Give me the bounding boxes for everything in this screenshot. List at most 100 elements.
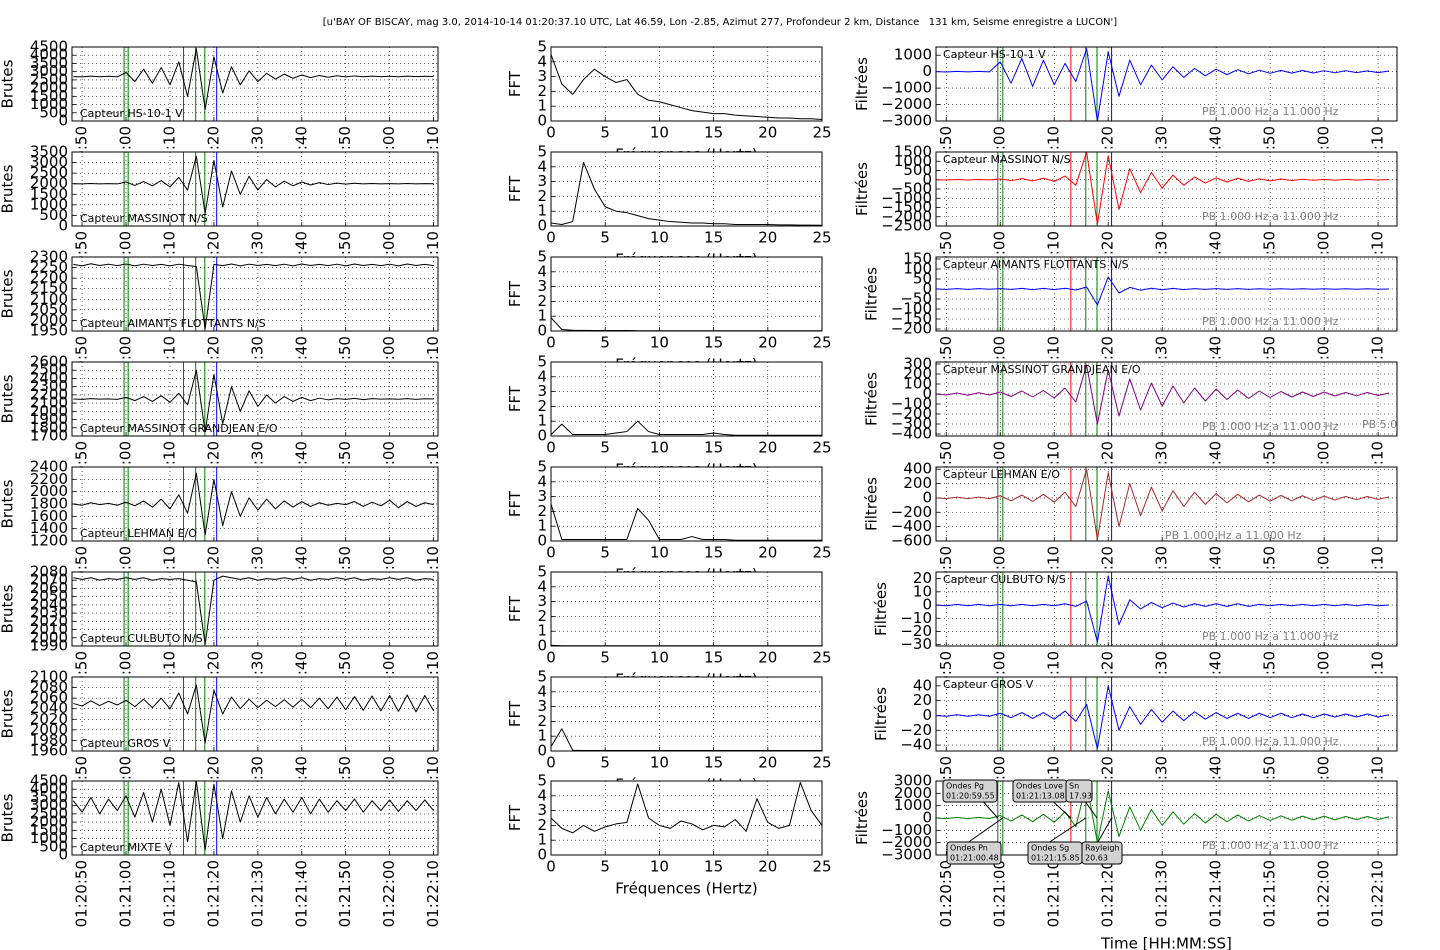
y-tick-label: −200	[891, 503, 932, 521]
y-axis-label: FFT	[506, 175, 524, 202]
x-tick-label: 5	[600, 858, 610, 876]
y-tick-label: 5	[537, 458, 547, 476]
y-tick-label: 2400	[30, 458, 68, 476]
annotation-arrow	[1049, 817, 1087, 843]
y-tick-label: 2200	[30, 470, 68, 488]
y-tick-label: 5	[537, 248, 547, 266]
x-tick-label: 0	[546, 544, 556, 562]
annotation-time: 20.63	[1085, 854, 1108, 863]
trace	[551, 420, 822, 436]
y-tick-label: −300	[891, 415, 932, 433]
annotation-time: 17.93	[1069, 792, 1092, 801]
sensor-label: Capteur LEHMAN E/O	[80, 527, 197, 540]
x-tick-label: 5	[600, 754, 610, 772]
x-tick-label: 0	[546, 858, 556, 876]
y-tick-label: 1000	[30, 195, 68, 213]
y-axis-label: Filtrées	[853, 162, 871, 216]
trace	[936, 152, 1389, 225]
x-tick-label: 15	[704, 544, 723, 562]
y-tick-label: −20	[900, 622, 932, 640]
trace	[936, 782, 1390, 844]
axes-frame	[71, 676, 439, 752]
trace	[936, 48, 1389, 121]
axes-frame	[550, 361, 823, 437]
y-tick-label: 1000	[894, 796, 932, 814]
y-tick-label: 4000	[30, 780, 68, 798]
y-tick-label: 1000	[30, 829, 68, 847]
annotation-name: Ondes Pn	[950, 844, 988, 853]
y-tick-label: 2400	[30, 369, 68, 387]
y-tick-label: −10	[900, 609, 932, 627]
y-tick-label: 3	[537, 487, 547, 505]
y-axis-label: FFT	[506, 385, 524, 412]
sensor-label: Capteur CULBUTO N/S	[80, 632, 203, 645]
y-tick-label: −50	[900, 290, 932, 308]
x-tick-label: 20	[758, 649, 777, 667]
x-tick-label: 10	[650, 229, 669, 247]
filter-label: PB 1.000 Hz a 11.000 Hz	[1202, 315, 1339, 328]
x-tick-label: 01:21:20	[204, 860, 222, 927]
plot-background	[72, 257, 438, 331]
y-tick-label: 4	[537, 577, 547, 595]
y-axis-label: Filtrées	[872, 687, 890, 741]
trace	[551, 54, 822, 121]
y-tick-label: 50	[913, 270, 932, 288]
y-tick-label: 2	[537, 816, 547, 834]
annotation-arrow	[1085, 801, 1098, 819]
y-tick-label: 1400	[30, 519, 68, 537]
y-tick-label: −2000	[881, 95, 932, 113]
y-tick-label: 2000	[894, 784, 932, 802]
trace	[936, 276, 1389, 306]
filter-label: PB 1.000 Hz a 11.000 Hz	[1202, 735, 1339, 748]
y-axis-label: FFT	[506, 70, 524, 97]
x-tick-label: 01:21:50	[336, 860, 354, 927]
annotation-name: Sn	[1069, 782, 1079, 791]
sensor-label: Capteur HS-10-1 V	[943, 48, 1046, 61]
y-tick-label: 2000	[30, 813, 68, 831]
x-tick-label: 20	[758, 229, 777, 247]
y-tick-label: 2000	[30, 311, 68, 329]
y-tick-label: 2000	[30, 482, 68, 500]
y-tick-label: 1500	[30, 87, 68, 105]
y-tick-label: 2010	[30, 620, 68, 638]
y-tick-label: 500	[39, 103, 68, 121]
y-tick-label: 3500	[30, 788, 68, 806]
y-axis-label: Filtrées	[863, 267, 881, 321]
x-tick-label: 20	[758, 439, 777, 457]
filter-label: PB 1.000 Hz a 11.000 Hz	[1202, 839, 1339, 852]
annotation-name: Ondes Sg	[1031, 844, 1069, 853]
annotation-arrow	[983, 801, 999, 819]
y-tick-label: 0	[58, 846, 68, 864]
y-tick-label: 3	[537, 382, 547, 400]
annotation-time: 01:20:59.55	[946, 792, 995, 801]
axes-frame	[935, 466, 1398, 542]
y-tick-label: 4	[537, 472, 547, 490]
sensor-label: Capteur MASSINOT N/S	[943, 153, 1071, 166]
y-tick-label: 2070	[30, 571, 68, 589]
y-tick-label: 0	[537, 637, 547, 655]
sensor-label: Capteur LEHMAN E/O	[943, 468, 1060, 481]
y-axis-label: FFT	[506, 490, 524, 517]
y-tick-label: 1	[537, 307, 547, 325]
y-tick-label: 500	[39, 837, 68, 855]
plot-background	[936, 47, 1397, 121]
filter-label: PB 1.000 Hz a 11.000 Hz	[1202, 210, 1339, 223]
annotation-time: 01:21:13.08	[1016, 792, 1065, 801]
y-axis-label: FFT	[506, 595, 524, 622]
y-tick-label: 2	[537, 607, 547, 625]
y-axis-label: Brutes	[0, 584, 17, 633]
plot-background	[72, 572, 438, 646]
y-tick-label: 1500	[894, 143, 932, 161]
plot-background	[551, 47, 822, 121]
x-tick-label: 5	[600, 649, 610, 667]
y-tick-label: 4	[537, 52, 547, 70]
plot-background	[936, 257, 1397, 331]
x-tick-label: 01:21:00	[117, 860, 135, 927]
x-tick-label: 20	[758, 334, 777, 352]
annotation-time: 01:21:00.48	[950, 854, 999, 863]
sensor-label: Capteur AIMANTS FLOTTANTS N/S	[943, 258, 1129, 271]
y-tick-label: −1000	[881, 821, 932, 839]
y-tick-label: 1700	[30, 427, 68, 445]
x-tick-label: 15	[704, 754, 723, 772]
